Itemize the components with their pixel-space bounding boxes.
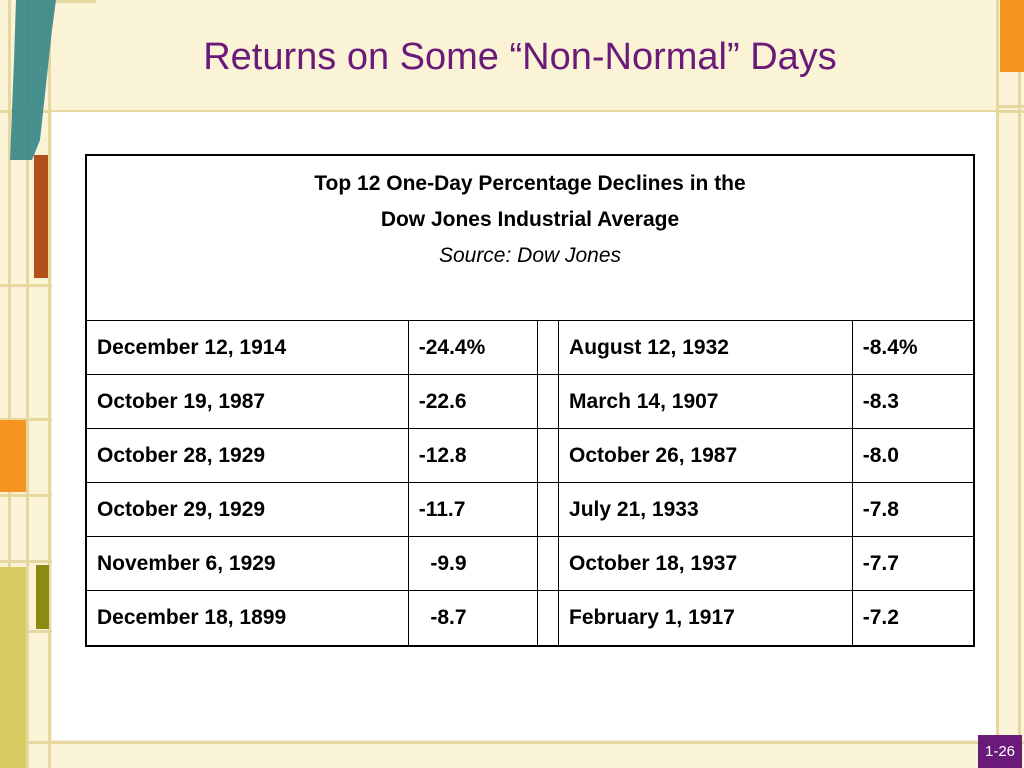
orange-block-decoration bbox=[1000, 0, 1024, 72]
decor-line bbox=[0, 494, 52, 497]
table-row: November 6, 1929 -9.9 October 18, 1937 -… bbox=[85, 536, 975, 592]
decline-value-cell: -24.4% bbox=[407, 319, 539, 376]
decor-line bbox=[48, 0, 51, 768]
slide-title: Returns on Some “Non-Normal” Days bbox=[203, 36, 837, 78]
decline-value-cell: -8.7 bbox=[407, 590, 539, 647]
decline-date-cell: February 1, 1917 bbox=[558, 590, 853, 647]
spacer-cell bbox=[536, 482, 560, 538]
spacer-cell bbox=[536, 374, 560, 430]
decline-date-cell: October 19, 1987 bbox=[85, 374, 409, 430]
declines-table: Top 12 One-Day Percentage Declines in th… bbox=[85, 154, 975, 647]
spacer-cell bbox=[536, 319, 560, 376]
decline-value-cell: -22.6 bbox=[407, 374, 539, 430]
decline-value-cell: -8.0 bbox=[851, 428, 975, 484]
decline-value-cell: -11.7 bbox=[407, 482, 539, 538]
decor-line bbox=[0, 560, 52, 563]
orange-block-decoration bbox=[0, 420, 26, 492]
spacer-cell bbox=[536, 428, 560, 484]
decor-line bbox=[1018, 0, 1021, 768]
decor-line bbox=[56, 0, 96, 3]
decor-line bbox=[8, 0, 11, 768]
decor-line bbox=[0, 284, 52, 287]
decline-date-cell: August 12, 1932 bbox=[558, 319, 853, 376]
decor-line bbox=[0, 418, 52, 421]
yellow-block-decoration bbox=[0, 567, 26, 768]
decline-value-cell: -7.2 bbox=[851, 590, 975, 647]
decline-date-cell: July 21, 1933 bbox=[558, 482, 853, 538]
decline-value-cell: -8.3 bbox=[851, 374, 975, 430]
slide-number: 1-26 bbox=[978, 735, 1022, 768]
table-row: October 28, 1929 -12.8 October 26, 1987 … bbox=[85, 428, 975, 484]
decline-date-cell: November 6, 1929 bbox=[85, 536, 409, 592]
decline-value-cell: -12.8 bbox=[407, 428, 539, 484]
table-header-row: Top 12 One-Day Percentage Declines in th… bbox=[85, 154, 975, 321]
decor-line bbox=[0, 630, 52, 633]
table-source: Source: Dow Jones bbox=[438, 244, 622, 267]
spacer-cell bbox=[536, 590, 560, 647]
decline-date-cell: October 18, 1937 bbox=[558, 536, 853, 592]
decor-line bbox=[0, 741, 1024, 744]
table-header-cell: Top 12 One-Day Percentage Declines in th… bbox=[85, 154, 975, 321]
table-row: December 12, 1914 -24.4% August 12, 1932… bbox=[85, 319, 975, 376]
table-heading-line1: Top 12 One-Day Percentage Declines in th… bbox=[314, 172, 746, 195]
decline-date-cell: December 18, 1899 bbox=[85, 590, 409, 647]
table-heading-line2: Dow Jones Industrial Average bbox=[380, 208, 680, 231]
decor-line bbox=[26, 0, 29, 768]
decline-date-cell: March 14, 1907 bbox=[558, 374, 853, 430]
decor-line bbox=[0, 110, 1024, 113]
decor-line bbox=[996, 0, 999, 768]
decline-date-cell: December 12, 1914 bbox=[85, 319, 409, 376]
decline-date-cell: October 26, 1987 bbox=[558, 428, 853, 484]
rust-bar-decoration bbox=[34, 155, 48, 278]
decline-date-cell: October 29, 1929 bbox=[85, 482, 409, 538]
teal-swoosh-decoration bbox=[10, 0, 56, 160]
table-row: December 18, 1899 -8.7 February 1, 1917 … bbox=[85, 590, 975, 647]
table-row: October 29, 1929 -11.7 July 21, 1933 -7.… bbox=[85, 482, 975, 538]
decline-value-cell: -8.4% bbox=[851, 319, 975, 376]
spacer-cell bbox=[536, 536, 560, 592]
decor-line bbox=[996, 105, 1024, 108]
decline-value-cell: -7.7 bbox=[851, 536, 975, 592]
decline-value-cell: -7.8 bbox=[851, 482, 975, 538]
decline-date-cell: October 28, 1929 bbox=[85, 428, 409, 484]
olive-bar-decoration bbox=[36, 565, 49, 629]
table-row: October 19, 1987 -22.6 March 14, 1907 -8… bbox=[85, 374, 975, 430]
decline-value-cell: -9.9 bbox=[407, 536, 539, 592]
